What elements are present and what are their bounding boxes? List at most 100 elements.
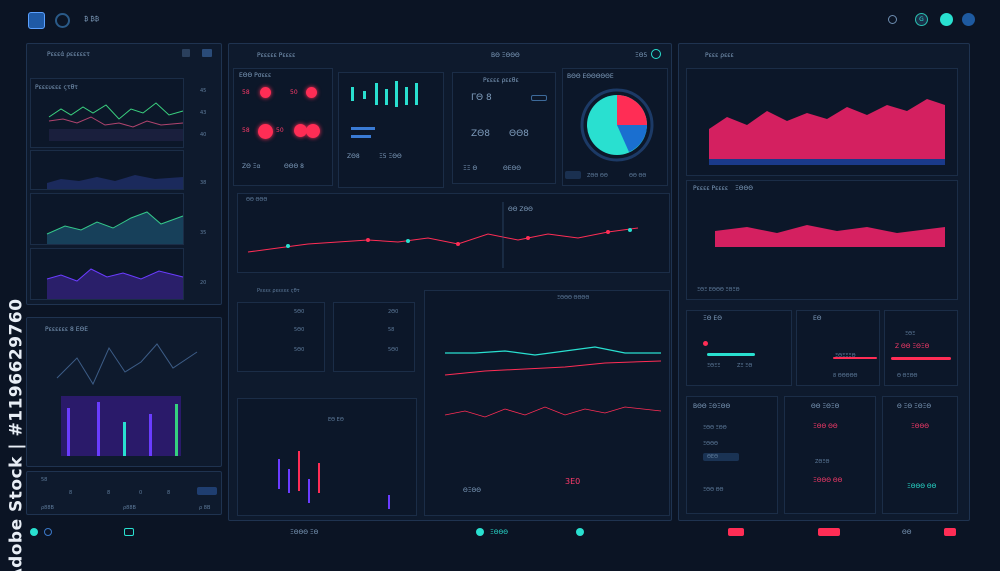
stats-toggle[interactable] xyxy=(531,95,547,101)
price-series-red xyxy=(444,360,662,376)
watermark: Adobe Stock | #1196629760 xyxy=(2,298,32,571)
settings-icon[interactable]: G xyxy=(915,13,928,26)
stats-value: ΖΘ8 xyxy=(471,129,490,139)
pie-slice-red xyxy=(617,95,647,125)
card-row: ΞΘΘΘ ΘΘ xyxy=(907,483,937,490)
left-area-title: Ρεεεεεε 8 ΕΘΕ xyxy=(45,326,89,333)
candle-title: ΕΘ ΕΘ xyxy=(328,417,344,423)
card-dot-icon xyxy=(703,341,708,346)
right-chart-1 xyxy=(686,68,958,176)
left-area-chart-3 xyxy=(46,211,184,244)
pie-tab[interactable] xyxy=(565,171,581,179)
foot-toggle[interactable] xyxy=(197,487,217,495)
footer-status-icon[interactable] xyxy=(124,528,134,536)
line-title: ΘΘ ΘΘΘ xyxy=(246,197,268,203)
foot-value: ρ 8Β xyxy=(199,505,211,511)
side-value: 35 xyxy=(200,230,207,236)
status-icon[interactable] xyxy=(940,13,953,26)
card-bar xyxy=(833,357,877,359)
candle-block: ΕΘ ΕΘ xyxy=(237,398,417,516)
left-area-chart-4 xyxy=(46,268,184,299)
gauge-foot: ΘΘΘ 8 xyxy=(284,163,304,170)
left-panel-title: Ρεεεά ρεεεεετ xyxy=(47,51,90,58)
left-chart-title: Ρεεευεεε ςτθτ xyxy=(35,84,78,91)
price-series-teal xyxy=(445,346,661,356)
pie-title: ΒΘΘ ΕΘΘΘΘΘΕ xyxy=(567,73,614,80)
account-icon[interactable] xyxy=(55,13,70,28)
app-logo-icon[interactable] xyxy=(28,12,45,29)
footer-red-button[interactable] xyxy=(728,528,744,536)
footer-live-icon[interactable] xyxy=(476,528,484,536)
right-card-3: ΞΘΞ Ζ ΘΘ ΞΘΞΘ Θ ΘΞΘΘ xyxy=(884,310,958,386)
left-area-panel: Ρεεεεεε 8 ΕΘΕ xyxy=(26,317,222,467)
center-badge: ΞΘ5 xyxy=(635,52,648,59)
side-value: 38 xyxy=(200,180,207,186)
center-settings-icon[interactable] xyxy=(651,49,661,59)
indicator-dot[interactable] xyxy=(258,124,273,139)
card-row: ΖΘΞΘ xyxy=(815,459,830,465)
right-area-chart-2 xyxy=(715,225,945,247)
foot-label: ρ88Β xyxy=(41,505,54,511)
card-row: ΞΘΞΞΞΘ xyxy=(835,353,856,359)
card-row: ΞΘΞΞ xyxy=(707,363,721,369)
left-chart-1: Ρεεευεεε ςτθτ xyxy=(30,78,184,148)
card-row: Ζ ΘΘ ΞΘΞΘ xyxy=(895,343,930,350)
footer-red-button[interactable] xyxy=(944,528,956,536)
right-legend: ΞΘΞ ΕΘΘΘ ΞΘΞΘ xyxy=(697,287,740,293)
card-title: ΘΘ ΞΘΞΘ xyxy=(811,403,840,410)
footer-red-button[interactable] xyxy=(818,528,840,536)
right-card-5: ΘΘ ΞΘΞΘ ΞΘΘ ΘΘ ΖΘΞΘ ΞΘΘΘ ΘΘ xyxy=(784,396,876,514)
card-row: ΞΘΘΘ xyxy=(911,423,929,430)
card-bar xyxy=(891,357,951,360)
card-row: ΞΘΘ ΘΘ xyxy=(813,423,838,430)
left-series-pink xyxy=(48,116,184,128)
profile-icon[interactable] xyxy=(962,13,975,26)
card-title: Θ ΞΘ ΞΘΞΘ xyxy=(897,403,932,410)
line-badge: ΘΘ ΖΘΘ xyxy=(508,206,533,213)
card-row: 8 ΘΘΘΘΘ xyxy=(833,373,858,379)
table-cell: 5Θ0 xyxy=(388,347,399,353)
footer-home-icon[interactable] xyxy=(30,528,38,536)
foot-value: 8 xyxy=(69,490,73,496)
indicator-dot[interactable] xyxy=(306,87,317,98)
stats-foot: ΘΕΘΘ xyxy=(503,165,521,172)
table-left: 5Θ0 5Θ0 5Θ0 xyxy=(237,302,325,372)
side-value: 45 xyxy=(200,88,207,94)
table-cell: 58 xyxy=(388,327,395,333)
expand-icon[interactable] xyxy=(182,49,190,57)
footer-right-text: ΘΘ xyxy=(902,529,912,536)
left-series-green xyxy=(48,102,184,120)
notification-icon[interactable] xyxy=(888,15,897,24)
stats-head: Ρεεεε ρεεθε xyxy=(483,77,519,84)
indicator-dot[interactable] xyxy=(294,124,307,137)
left-foot-panel: 58 8 8 0 8 ρ 8Β ρ88Β ρ88Β xyxy=(26,471,222,515)
footer-gear-icon[interactable] xyxy=(44,528,52,536)
price-label: ΞΘΘΘ ΘΘΘΘ xyxy=(557,295,590,301)
right-card-4: ΒΘΘ ΞΘΞΘΘ ΞΘΘ ΞΘΘ ΞΘΘΘ ΘΕΘ ΞΘΘ ΘΘ xyxy=(686,396,778,514)
table-cell: 5Θ0 xyxy=(294,347,305,353)
card-row: ΞΘΞ xyxy=(905,331,916,337)
volume-line xyxy=(56,343,198,386)
left-side-values: 45 43 40 38 35 20 xyxy=(188,80,218,300)
side-value: 20 xyxy=(200,280,207,286)
footer-bar: ΞΘΘΘ ΞΘ ΞΘΘΘ ΘΘ xyxy=(0,522,1000,546)
pie-block: ΒΘΘ ΕΘΘΘΘΘΕ ΖΘΘ ΘΘ ΘΘ ΘΘ xyxy=(562,68,668,186)
grid-icon[interactable] xyxy=(202,49,212,57)
table-block: Ρεεεε ρεεεεε ςθτ 5Θ0 5Θ0 5Θ0 2Θ0 58 5Θ0 xyxy=(237,280,417,380)
gauge-value: 50 xyxy=(290,89,298,96)
line-block: ΘΘ ΘΘΘ ΘΘ ΖΘΘ xyxy=(237,193,670,273)
volume-area xyxy=(61,396,181,456)
footer-sync-icon[interactable] xyxy=(576,528,584,536)
gauge-value: 58 xyxy=(242,127,250,134)
card-button[interactable] xyxy=(703,453,739,461)
side-value: 40 xyxy=(200,132,207,138)
left-chart-2 xyxy=(30,150,184,190)
indicator-dot[interactable] xyxy=(306,124,320,138)
bar-stat: ΖΘ8 xyxy=(347,153,360,160)
indicator-dot[interactable] xyxy=(260,87,271,98)
table-cell: 5Θ0 xyxy=(294,327,305,333)
card-row: ΞΘΘ ΘΘ xyxy=(703,487,724,493)
right-title: Ρεεε ρεεε xyxy=(705,52,734,59)
teal-bar-chart xyxy=(351,81,418,138)
table-cell: 5Θ0 xyxy=(294,309,305,315)
